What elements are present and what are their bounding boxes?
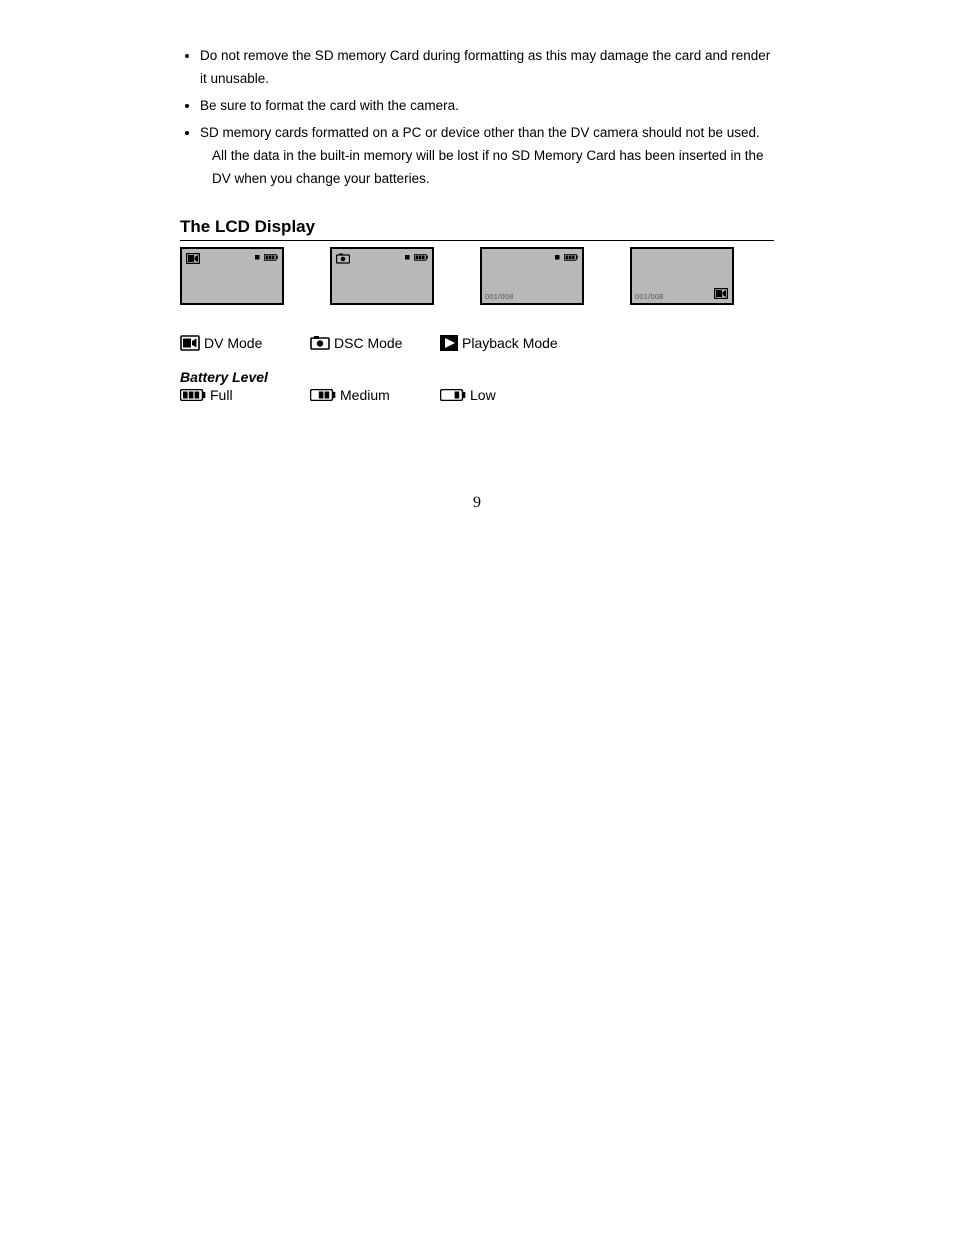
battery-full-icon bbox=[180, 389, 206, 401]
battery-label: Full bbox=[210, 387, 233, 403]
lcd-preview-dv bbox=[180, 247, 284, 305]
battery-level-heading: Battery Level bbox=[180, 369, 774, 385]
dv-mode-icon bbox=[186, 253, 200, 264]
dsc-mode-icon bbox=[310, 335, 330, 351]
page-number: 9 bbox=[0, 494, 954, 512]
section-heading: The LCD Display bbox=[180, 217, 774, 241]
lcd-previews-row: 001/008 001/008 bbox=[180, 247, 774, 305]
battery-medium-icon bbox=[310, 389, 336, 401]
record-dot-icon bbox=[405, 255, 410, 260]
battery-icon bbox=[564, 254, 578, 261]
lcd-preview-playback-b: 001/008 bbox=[630, 247, 734, 305]
warning-item: Be sure to format the card with the came… bbox=[200, 95, 774, 118]
battery-legend-low: Low bbox=[440, 387, 496, 403]
mode-legend-playback: Playback Mode bbox=[440, 335, 558, 351]
battery-label: Low bbox=[470, 387, 496, 403]
warning-item: SD memory cards formatted on a PC or dev… bbox=[200, 122, 774, 191]
record-dot-icon bbox=[555, 255, 560, 260]
mode-label: Playback Mode bbox=[462, 335, 558, 351]
mode-legend-dsc: DSC Mode bbox=[310, 335, 440, 351]
battery-low-icon bbox=[440, 389, 466, 401]
warning-text: SD memory cards formatted on a PC or dev… bbox=[200, 125, 760, 140]
record-dot-icon bbox=[255, 255, 260, 260]
battery-icon bbox=[414, 254, 428, 261]
lcd-preview-dsc bbox=[330, 247, 434, 305]
warnings-list: Do not remove the SD memory Card during … bbox=[180, 45, 774, 191]
mode-label: DSC Mode bbox=[334, 335, 402, 351]
mode-legend-row: DV Mode DSC Mode Playback Mode bbox=[180, 335, 774, 351]
mode-label: DV Mode bbox=[204, 335, 262, 351]
playback-icon bbox=[440, 335, 458, 351]
dsc-mode-icon bbox=[336, 253, 350, 264]
mode-legend-dv: DV Mode bbox=[180, 335, 310, 351]
dv-mode-icon bbox=[180, 335, 200, 351]
battery-legend-full: Full bbox=[180, 387, 310, 403]
dv-mode-icon bbox=[714, 288, 728, 299]
battery-icon bbox=[264, 254, 278, 261]
warning-subtext: All the data in the built-in memory will… bbox=[212, 145, 774, 191]
battery-legend-medium: Medium bbox=[310, 387, 440, 403]
battery-label: Medium bbox=[340, 387, 390, 403]
frame-counter: 001/008 bbox=[635, 292, 664, 301]
lcd-preview-playback-a: 001/008 bbox=[480, 247, 584, 305]
warning-item: Do not remove the SD memory Card during … bbox=[200, 45, 774, 91]
battery-legend-row: Full Medium Low bbox=[180, 387, 774, 403]
frame-counter: 001/008 bbox=[485, 292, 514, 301]
